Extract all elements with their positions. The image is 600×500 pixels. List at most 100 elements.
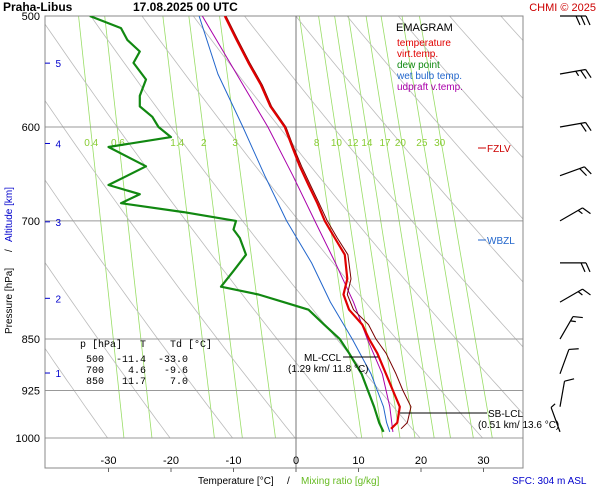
wind-barb xyxy=(559,68,592,79)
legend-item-temperature: temperature xyxy=(397,38,451,49)
dry-adiabat xyxy=(45,23,358,439)
dry-adiabat xyxy=(244,16,523,348)
mixing-ratio-line xyxy=(318,16,383,439)
altitude-tick-label: 3 xyxy=(55,218,61,229)
surface-elevation: SFC: 304 m ASL xyxy=(512,476,587,487)
dry-adiabat xyxy=(552,16,600,438)
profile-series xyxy=(89,16,412,433)
x-axis-label-mixing: Mixing ratio [g/kg] xyxy=(301,476,380,487)
sounding-datetime: 17.08.2025 00 UTC xyxy=(133,0,238,14)
wind-barb xyxy=(559,315,583,340)
mixing-ratio-line xyxy=(104,16,153,439)
table-header: p [hPa] T Td [°C] xyxy=(80,339,212,351)
temperature-tick-label: 0 xyxy=(293,455,299,467)
x-axis-title: Temperature [°C] / Mixing ratio [g/kg] xyxy=(198,476,380,487)
temperature-tick-label: -30 xyxy=(101,455,117,467)
dry-adiabat xyxy=(141,16,483,439)
temperature-tick-label: -10 xyxy=(226,455,242,467)
wind-barb xyxy=(560,262,591,273)
wind-barb xyxy=(550,403,561,433)
dry-adiabat xyxy=(192,16,523,415)
legend-item-updraft: udpraft v.temp. xyxy=(397,82,463,93)
dry-adiabat xyxy=(346,16,523,220)
altitude-tick-label: 2 xyxy=(55,294,61,305)
mixing-ratio-label: 17 xyxy=(379,138,391,149)
pressure-tick-label: 850 xyxy=(22,334,40,346)
series-temperature xyxy=(223,16,401,430)
dry-adiabat xyxy=(397,16,523,159)
ml-ccl-marker: ML-CCL (1.29 km/ 11.8 °C) xyxy=(288,353,378,375)
mixing-ratio-line xyxy=(348,16,416,439)
altitude-tick-label: 1 xyxy=(55,369,61,380)
y-axis-separator: / xyxy=(4,249,15,252)
wind-barb xyxy=(559,378,575,407)
pressure-tick-label: 1000 xyxy=(16,433,40,445)
dry-adiabat xyxy=(295,16,523,283)
mixing-ratio-line xyxy=(162,16,215,439)
ml-ccl-title: ML-CCL xyxy=(304,353,342,364)
temperature-tick-label: 30 xyxy=(477,455,489,467)
mixing-ratio-line xyxy=(188,16,243,439)
mixing-ratio-line xyxy=(401,16,474,439)
wind-barb xyxy=(559,166,592,177)
temperature-tick-label: -20 xyxy=(163,455,179,467)
temperature-tick-label: 20 xyxy=(415,455,427,467)
wind-barbs xyxy=(550,15,592,433)
temperature-tick-label: 10 xyxy=(352,455,364,467)
pressure-tick-label: 700 xyxy=(22,216,40,228)
mixing-ratio-line xyxy=(334,16,401,439)
mixing-ratio-lines xyxy=(78,16,493,439)
mixing-ratio-label: 3 xyxy=(232,138,238,149)
x-axis-label-temperature: Temperature [°C] xyxy=(198,476,274,487)
mixing-ratio-label: 0.6 xyxy=(111,138,125,149)
mixing-ratio-label: 12 xyxy=(347,138,359,149)
pressure-grid xyxy=(45,126,523,439)
mixing-ratio-label: 10 xyxy=(331,138,343,149)
plot-frame xyxy=(44,15,524,469)
mixing-ratio-label: 2 xyxy=(201,138,207,149)
y-axis-label-pressure: Pressure [hPa] xyxy=(4,268,15,334)
fzlv-label: FZLV xyxy=(487,144,511,155)
dry-adiabat xyxy=(45,347,108,439)
mixing-ratio-label: 14 xyxy=(361,138,373,149)
mixing-ratio-line xyxy=(78,16,125,439)
series-udpraft-v-temp xyxy=(201,16,394,432)
wind-barb xyxy=(559,121,592,132)
station-name: Praha-Libus xyxy=(3,0,73,14)
wbzl-label: WBZL xyxy=(487,236,515,247)
sb-lcl-title: SB-LCL xyxy=(488,409,523,420)
altitude-tick-label: 5 xyxy=(55,59,61,70)
dry-adiabat xyxy=(45,99,296,439)
wind-barb xyxy=(560,15,591,26)
dry-adiabats xyxy=(45,16,600,439)
sb-lcl-values: (0.51 km/ 13.6 °C) xyxy=(478,420,559,431)
table-row: 700 4.6 -9.6 xyxy=(86,366,188,377)
fzlv-marker: FZLV xyxy=(478,144,511,155)
wind-barb xyxy=(559,288,591,303)
dry-adiabat xyxy=(500,16,523,42)
pressure-tick-label: 500 xyxy=(22,11,40,23)
series-dew-point xyxy=(89,16,385,433)
series-virt-temp xyxy=(225,16,412,430)
mixing-ratio-line xyxy=(419,16,493,439)
legend-item-wet-bulb: wet bulb temp. xyxy=(396,71,462,82)
level-values-table: p [hPa] T Td [°C] 500 -11.4 -33.0 700 4.… xyxy=(80,339,212,388)
dry-adiabat xyxy=(449,16,523,100)
mixing-ratio-label: 30 xyxy=(434,138,446,149)
mixing-ratio-labels: 0.4 0.6 1.4 2 3 8 10 12 14 17 20 25 30 xyxy=(84,138,445,149)
wind-barb xyxy=(559,348,579,375)
mixing-ratio-label: 20 xyxy=(395,138,407,149)
series-wet-bulb-temp xyxy=(198,16,391,433)
pressure-tick-label: 600 xyxy=(22,122,40,134)
table-row: 850 11.7 7.0 xyxy=(86,377,188,388)
altitude-tick-label: 4 xyxy=(55,139,61,150)
legend-title: EMAGRAM xyxy=(396,22,453,34)
legend-item-dew-point: dew point xyxy=(397,60,440,71)
mixing-ratio-line xyxy=(365,16,435,439)
mixing-ratio-label: 1.4 xyxy=(170,138,184,149)
x-axis-separator: / xyxy=(287,476,290,487)
ml-ccl-values: (1.29 km/ 11.8 °C) xyxy=(288,364,369,375)
legend: EMAGRAM temperature virt.temp. dew point… xyxy=(396,22,463,93)
dry-adiabat xyxy=(45,179,233,439)
